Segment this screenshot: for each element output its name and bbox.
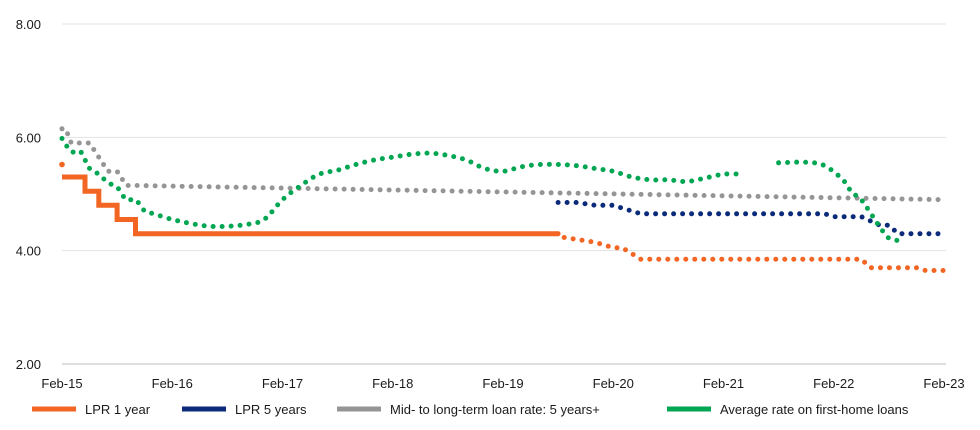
y-tick-label: 6.00 xyxy=(16,130,41,145)
series-lpr-5-years-line xyxy=(555,200,947,237)
x-tick-label: Feb-23 xyxy=(923,376,964,391)
x-tick-label: Feb-17 xyxy=(262,376,303,391)
series-average-rate-on-first-home-loans-line xyxy=(59,136,745,230)
series-lpr-1-year-solid-line xyxy=(62,174,559,237)
legend-label: LPR 5 years xyxy=(235,402,307,417)
x-tick-label: Feb-15 xyxy=(41,376,82,391)
series-average-rate-on-first-home-loans-line xyxy=(776,159,901,243)
y-tick-label: 2.00 xyxy=(16,357,41,372)
y-tick-label: 8.00 xyxy=(16,17,41,32)
legend-label: Mid- to long-term loan rate: 5 years+ xyxy=(390,402,600,417)
x-tick-label: Feb-16 xyxy=(152,376,193,391)
y-tick-label: 4.00 xyxy=(16,244,41,259)
series-mid-to-long-term-loan-rate-5-years-line xyxy=(59,126,947,203)
x-tick-label: Feb-19 xyxy=(482,376,523,391)
x-tick-label: Feb-20 xyxy=(593,376,634,391)
x-tick-label: Feb-18 xyxy=(372,376,413,391)
x-tick-label: Feb-22 xyxy=(813,376,854,391)
legend: LPR 1 year LPR 5 years Mid- to long-term l… xyxy=(32,402,909,417)
x-axis-ticks: Feb-15 Feb-16 Feb-17 Feb-18 Feb-19 Feb-20 Feb-… xyxy=(41,376,964,391)
gridlines xyxy=(62,23,946,365)
series-lines xyxy=(59,126,947,273)
legend-label: LPR 1 year xyxy=(85,402,151,417)
x-tick-label: Feb-21 xyxy=(703,376,744,391)
legend-label: Average rate on first-home loans xyxy=(720,402,909,417)
series-lpr-1-year-point xyxy=(59,161,65,168)
y-axis-ticks: 2.00 4.00 6.00 8.00 xyxy=(16,17,41,372)
series-lpr-1-year-dotted-line xyxy=(555,231,947,273)
